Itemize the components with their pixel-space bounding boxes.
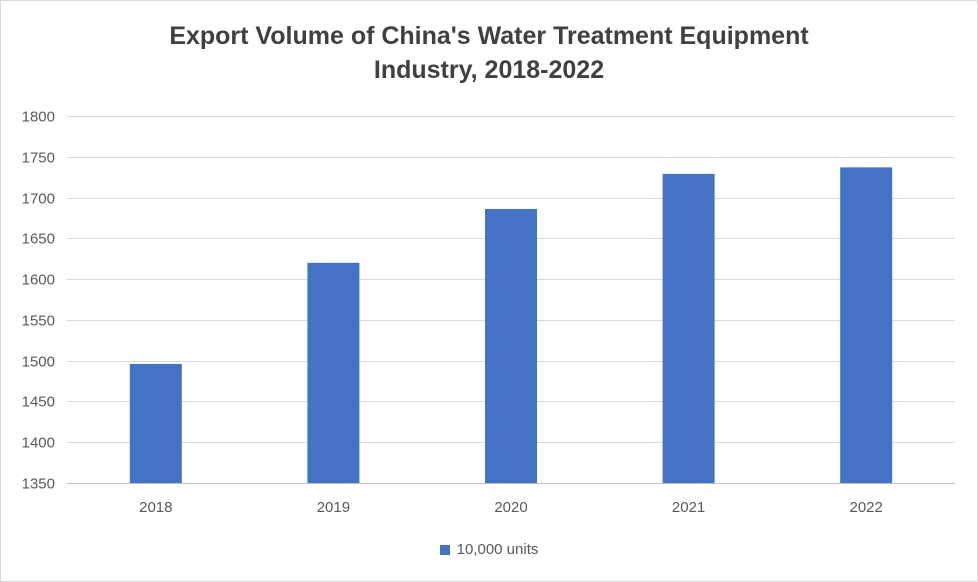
- bar: [129, 363, 182, 483]
- y-tick-label: 1550: [22, 313, 55, 330]
- y-tick-label: 1350: [22, 476, 55, 493]
- legend-swatch: [439, 544, 450, 555]
- chart-title-line-2: Industry, 2018-2022: [373, 56, 605, 84]
- legend: 10,000 units: [1, 541, 977, 558]
- y-tick-label: 1400: [22, 435, 55, 452]
- y-tick-label: 1600: [22, 272, 55, 289]
- bar: [307, 262, 360, 483]
- y-tick-label: 1800: [22, 109, 55, 126]
- x-tick-label: 2020: [494, 499, 527, 516]
- x-tick-label: 2019: [317, 499, 350, 516]
- x-tick-label: 2022: [850, 499, 883, 516]
- chart-title: Export Volume of China's Water Treatment…: [1, 19, 977, 87]
- chart-title-line-1: Export Volume of China's Water Treatment…: [169, 22, 809, 50]
- bar: [485, 208, 537, 483]
- x-tick-label: 2021: [672, 499, 705, 516]
- legend-label: 10,000 units: [456, 541, 539, 558]
- x-tick-label: 2018: [139, 499, 172, 516]
- y-tick-label: 1500: [22, 354, 55, 371]
- bar: [662, 173, 715, 483]
- y-tick-label: 1450: [22, 394, 55, 411]
- y-tick-label: 1750: [22, 150, 55, 167]
- y-tick-label: 1700: [22, 191, 55, 208]
- y-tick-label: 1650: [22, 231, 55, 248]
- bar: [840, 167, 893, 483]
